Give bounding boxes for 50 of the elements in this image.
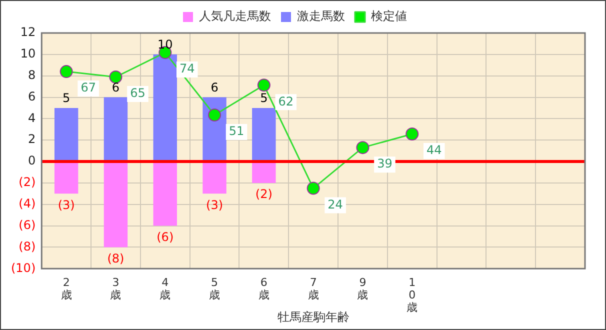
bar [54,162,78,194]
x-tick-label: 6歳 [258,276,270,302]
bar [104,97,128,162]
legend-label: 激走馬数 [297,9,345,24]
y-tick-label: (6) [18,218,36,232]
bar [153,54,177,162]
x-tick-label: 5歳 [209,276,220,302]
data-label: (3) [206,198,224,212]
legend-label: 検定値 [371,9,407,24]
bar [202,162,226,194]
y-tick-label: 12 [20,25,36,40]
x-tick-label: 7歳 [308,276,319,302]
bar [54,108,78,162]
legend-label: 人気凡走馬数 [199,9,271,24]
x-tick-label: 3歳 [110,276,122,302]
data-label: 62 [278,94,294,108]
data-label: 39 [377,156,392,171]
data-label: (6) [156,230,174,244]
x-axis-title: 牡馬産駒年齢 [277,310,350,324]
data-label: 5 [260,91,268,106]
data-label: 44 [426,143,442,158]
bar [252,162,276,183]
data-label: 51 [228,124,244,138]
data-label: 6 [112,80,120,94]
y-tick-label: 2 [28,132,36,146]
bar [153,162,177,226]
bar [104,162,128,248]
data-label: 67 [80,80,96,95]
y-tick-label: 6 [28,89,36,104]
data-label: (3) [58,198,75,212]
x-tick-label: 2歳 [60,276,72,302]
x-tick-label: 9歳 [357,276,368,302]
y-tick-label: (2) [18,175,36,190]
x-tick-label: 10歳 [406,276,418,314]
data-label: 65 [130,86,146,100]
data-label: (2) [255,187,272,202]
data-label: 5 [62,91,70,106]
y-tick-label: 8 [28,68,36,82]
y-tick-label: 4 [28,110,36,125]
y-tick-label: (10) [10,260,36,275]
data-label: 74 [179,62,195,76]
data-label: 24 [328,197,343,212]
data-label: (8) [107,251,124,266]
y-tick-label: (8) [18,239,36,254]
bar [252,108,276,162]
data-label: 6 [210,80,218,94]
x-tick-label: 4歳 [160,276,171,302]
y-tick-label: 10 [20,46,36,61]
y-tick-label: (4) [18,196,36,211]
y-tick-label: 0 [28,154,36,168]
